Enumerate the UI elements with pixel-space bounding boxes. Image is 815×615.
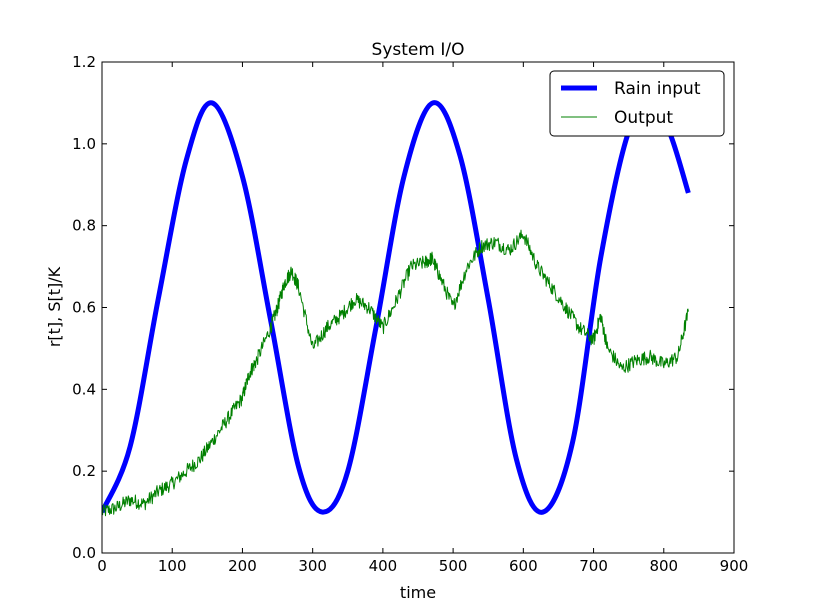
y-tick-label: 0.2 bbox=[72, 462, 96, 480]
x-tick-label: 100 bbox=[158, 557, 187, 575]
legend-label-rain-input: Rain input bbox=[614, 79, 701, 99]
y-tick-label: 0.4 bbox=[72, 380, 96, 398]
y-tick-label: 1.0 bbox=[72, 135, 96, 153]
y-tick-label: 0.0 bbox=[72, 544, 96, 562]
x-tick-label: 0 bbox=[97, 557, 107, 575]
x-tick-label: 600 bbox=[509, 557, 538, 575]
y-tick-label: 0.6 bbox=[72, 299, 96, 317]
x-tick-label: 800 bbox=[649, 557, 678, 575]
x-tick-label: 700 bbox=[579, 557, 608, 575]
y-axis-label: r[t], S[t]/K bbox=[45, 266, 64, 347]
x-tick-label: 400 bbox=[369, 557, 398, 575]
series-line-rain-input bbox=[102, 100, 691, 515]
x-tick-label: 900 bbox=[720, 557, 749, 575]
x-tick-label: 200 bbox=[228, 557, 257, 575]
y-tick-label: 0.8 bbox=[72, 217, 96, 235]
y-axis: 0.0 0.2 0.4 0.6 0.8 1.0 1.2 bbox=[72, 53, 734, 562]
x-tick-label: 300 bbox=[298, 557, 327, 575]
series-line-output bbox=[102, 229, 689, 517]
x-tick-label: 500 bbox=[439, 557, 468, 575]
series-layer bbox=[102, 100, 691, 517]
y-tick-label: 1.2 bbox=[72, 53, 96, 71]
x-axis: 0 100 200 300 400 500 600 700 800 900 bbox=[97, 62, 748, 575]
legend-label-output: Output bbox=[614, 108, 673, 128]
x-axis-label: time bbox=[400, 583, 436, 602]
chart-title: System I/O bbox=[372, 40, 465, 60]
legend: Rain input Output bbox=[549, 70, 725, 137]
